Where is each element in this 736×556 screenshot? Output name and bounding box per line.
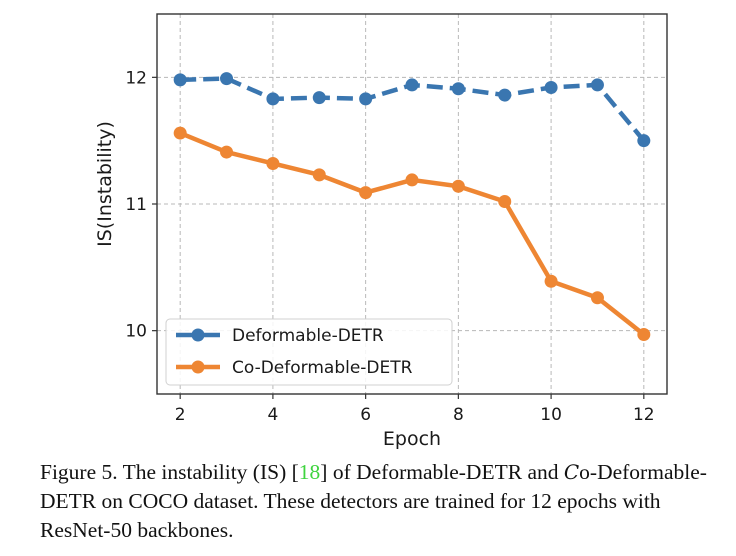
series-line	[179, 130, 646, 337]
data-point	[220, 145, 234, 159]
x-tick-label: 4	[267, 405, 278, 425]
x-axis-label: Epoch	[383, 428, 441, 450]
citation-link[interactable]: 18	[298, 460, 321, 484]
y-tick-label: 10	[125, 322, 147, 342]
y-tick-label: 11	[125, 195, 147, 215]
data-point	[451, 82, 465, 96]
series-co-deformable-detr	[173, 126, 651, 341]
caption-calligraphic-c: C	[563, 460, 580, 484]
data-point	[637, 134, 651, 148]
y-axis-label: IS(Instability)	[94, 121, 116, 247]
caption-middle: ] of Deformable-DETR and	[320, 460, 564, 484]
series-layer	[173, 72, 651, 341]
legend-marker	[191, 360, 205, 374]
legend-label: Deformable-DETR	[232, 326, 384, 346]
data-point	[173, 126, 187, 140]
y-tick-label: 12	[125, 68, 147, 88]
x-tick-label: 6	[360, 405, 371, 425]
x-tick-label: 8	[453, 405, 464, 425]
data-point	[312, 91, 326, 105]
figure-caption: Figure 5. The instability (IS) [18] of D…	[40, 458, 730, 545]
data-point	[312, 168, 326, 182]
data-point	[405, 173, 419, 187]
data-point	[451, 179, 465, 193]
ticks: 2 4 6 8 10 12 10 11 12	[125, 68, 654, 425]
caption-suffix: o-Deformable-DETR on COCO dataset. These…	[40, 460, 707, 542]
caption-prefix: Figure 5. The instability (IS) [	[40, 460, 299, 484]
legend-box	[165, 318, 453, 386]
data-point	[173, 73, 187, 87]
data-point	[405, 78, 419, 92]
x-tick-label: 12	[633, 405, 655, 425]
data-point	[544, 274, 558, 288]
series-deformable-detr	[173, 72, 651, 148]
data-point	[498, 88, 512, 102]
data-point	[498, 194, 512, 208]
data-point	[266, 92, 280, 106]
data-point	[359, 92, 373, 106]
data-point	[220, 72, 234, 86]
legend-label: Co-Deformable-DETR	[232, 358, 413, 378]
data-point	[544, 80, 558, 94]
legend-marker	[191, 328, 205, 342]
legend-item: Deformable-DETR	[176, 326, 384, 346]
x-tick-label: 10	[540, 405, 562, 425]
data-point	[359, 186, 373, 200]
legend-item: Co-Deformable-DETR	[176, 358, 413, 378]
data-point	[266, 156, 280, 170]
x-tick-label: 2	[175, 405, 186, 425]
data-point	[637, 327, 651, 341]
chart: 2 4 6 8 10 12 10 11 12 Epoch IS(Instability) Def…	[94, 13, 668, 450]
data-point	[590, 78, 604, 92]
data-point	[590, 291, 604, 305]
legend: Deformable-DETR Co-Deformable-DETR	[165, 318, 453, 386]
